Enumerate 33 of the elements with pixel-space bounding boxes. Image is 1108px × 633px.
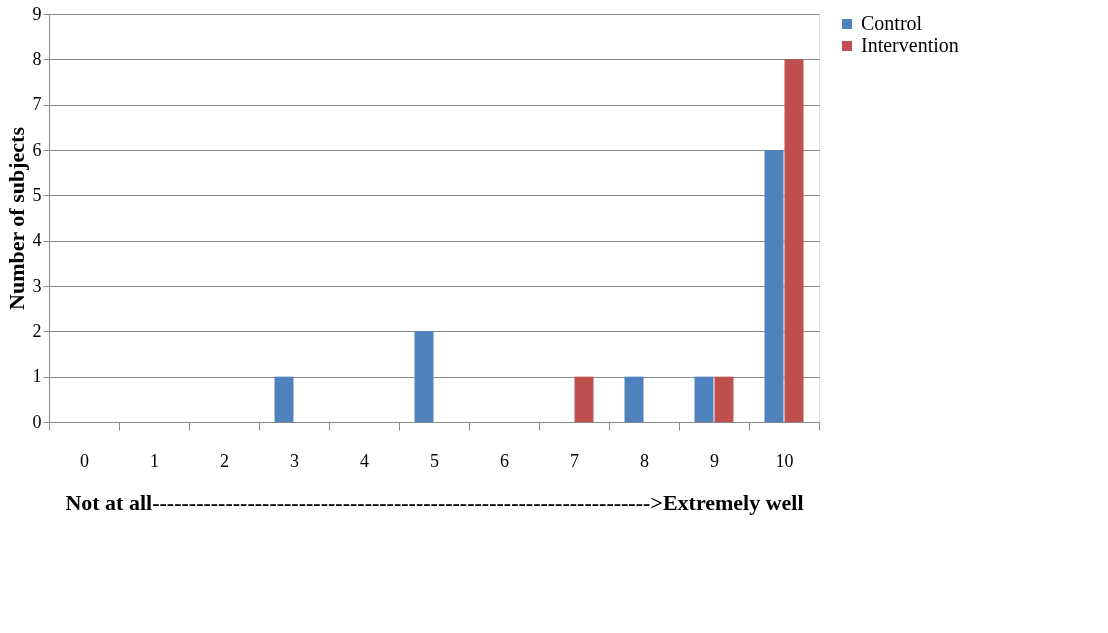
y-tick-label: 8 [32, 48, 42, 69]
y-tick-label: 4 [32, 230, 42, 251]
bar [694, 376, 714, 422]
y-tick-label: 3 [32, 275, 42, 296]
x-tick-label: 5 [430, 450, 439, 471]
y-tick-label: 2 [32, 320, 42, 341]
bar [574, 376, 594, 422]
y-tick-label: 6 [32, 139, 42, 160]
x-tick-label: 1 [150, 450, 159, 471]
x-tick-label: 7 [570, 450, 579, 471]
y-tick-label: 1 [32, 366, 42, 387]
y-tick-label: 7 [32, 94, 42, 115]
legend-label: Intervention [861, 34, 959, 56]
x-tick-label: 2 [220, 450, 229, 471]
y-tick-label: 0 [32, 411, 42, 432]
bar [714, 376, 734, 422]
x-tick-label: 3 [290, 450, 299, 471]
x-tick-label: 8 [640, 450, 649, 471]
y-tick-label: 9 [32, 3, 42, 24]
x-tick-label: 4 [360, 450, 369, 471]
y-axis-title: Number of subjects [3, 126, 29, 310]
y-tick-label: 5 [32, 184, 42, 205]
bar [784, 59, 804, 422]
x-axis-title: Not at all-------------------------------------------------------------------->Extremely well [65, 489, 804, 515]
legend-label: Control [861, 12, 923, 34]
x-tick-label: 0 [80, 450, 89, 471]
bar [624, 376, 644, 422]
x-tick-label: 9 [710, 450, 719, 471]
x-tick-label: 10 [775, 450, 794, 471]
bar [274, 376, 294, 422]
bar [764, 150, 784, 422]
x-tick-label: 6 [500, 450, 509, 471]
bar [414, 331, 434, 422]
